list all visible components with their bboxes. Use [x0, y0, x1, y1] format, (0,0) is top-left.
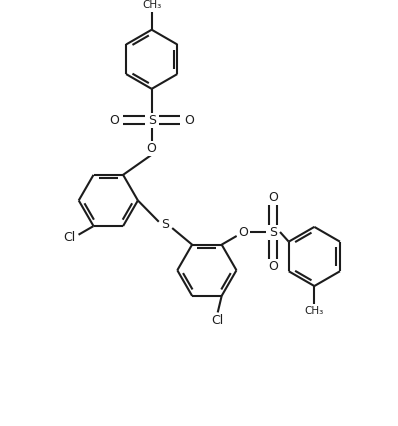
Text: CH₃: CH₃ [142, 0, 161, 10]
Text: S: S [162, 219, 170, 231]
Text: O: O [109, 114, 119, 127]
Text: O: O [268, 260, 278, 273]
Text: Cl: Cl [211, 314, 223, 327]
Text: O: O [238, 225, 248, 239]
Text: O: O [268, 191, 278, 204]
Text: O: O [184, 114, 194, 127]
Text: Cl: Cl [63, 230, 75, 244]
Text: CH₃: CH₃ [305, 306, 324, 316]
Text: S: S [269, 225, 277, 239]
Text: S: S [148, 114, 156, 127]
Text: O: O [147, 141, 157, 155]
